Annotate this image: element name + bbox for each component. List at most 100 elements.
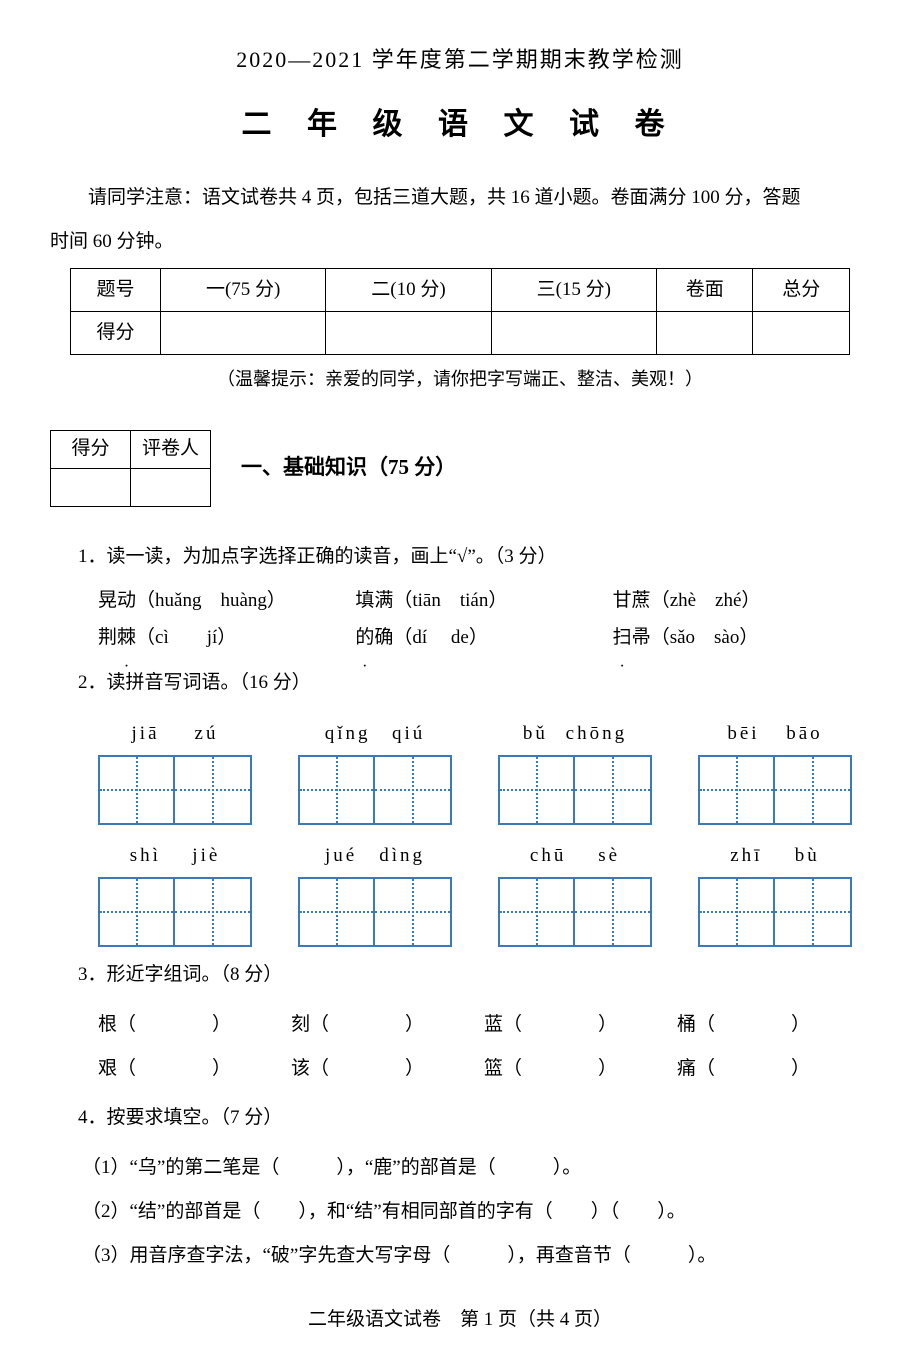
tianzi-cell[interactable] <box>698 877 775 947</box>
tianzi-cell[interactable] <box>375 877 452 947</box>
tianzi-cell[interactable] <box>298 755 375 825</box>
scorer-blank-cell[interactable] <box>51 468 131 506</box>
tianzi-cell[interactable] <box>775 755 852 825</box>
pinyin-label: juédìng <box>298 839 452 873</box>
q1-item: 荆棘（cì jí） <box>98 621 355 655</box>
q3-item[interactable]: 桶（ ） <box>677 1003 870 1047</box>
q1-pinyin-options[interactable]: （huǎng huàng） <box>136 590 286 611</box>
pinyin-label: zhībù <box>698 839 852 873</box>
tianzi-cell[interactable] <box>575 877 652 947</box>
section-scorer-row: 得分 评卷人 一、基础知识（75 分） <box>50 430 870 507</box>
question-3-stem: 3．形近字组词。（8 分） <box>78 955 870 995</box>
tianzi-cell[interactable] <box>98 877 175 947</box>
score-header-cell: 题号 <box>71 268 161 311</box>
q3-row-1: 根（ ） 刻（ ） 蓝（ ） 桶（ ） <box>98 1003 870 1047</box>
q1-item: 的确（dí de） <box>355 621 612 655</box>
q1-pinyin-options[interactable]: （tiān tián） <box>393 590 507 611</box>
scorer-header-cell: 评卷人 <box>131 430 211 468</box>
tianzi-cell[interactable] <box>698 755 775 825</box>
tianzi-cell[interactable] <box>498 877 575 947</box>
tianzi-pair[interactable] <box>698 755 852 825</box>
header-subtitle: 2020—2021 学年度第二学期期末教学检测 <box>50 40 870 80</box>
score-row-label: 得分 <box>71 311 161 354</box>
score-header-cell: 总分 <box>753 268 850 311</box>
q1-dot-char: 棘 <box>117 621 136 655</box>
section-1-title: 一、基础知识（75 分） <box>241 449 456 487</box>
q3-item[interactable]: 篮（ ） <box>484 1047 677 1091</box>
q1-char: 荆 <box>98 627 117 648</box>
q2-pinyin-row: shìjiè juédìng chūsè zhībù <box>98 839 870 873</box>
q3-item[interactable]: 艰（ ） <box>98 1047 291 1091</box>
q1-item: 晃动（huǎng huàng） <box>98 584 355 618</box>
score-header-cell: 卷面 <box>656 268 752 311</box>
q1-pinyin-options[interactable]: （dí de） <box>393 627 487 648</box>
q2-pinyin-row: jiāzú qǐngqiú bǔchōng bēibāo <box>98 717 870 751</box>
q2-tianzi-row <box>98 877 870 947</box>
hint-text: （温馨提示：亲爱的同学，请你把字写端正、整洁、美观！） <box>50 363 870 395</box>
scorer-table: 得分 评卷人 <box>50 430 211 507</box>
scorer-header-cell: 得分 <box>51 430 131 468</box>
q4-item-3[interactable]: （3）用音序查字法，“破”字先查大写字母（ ），再查音节（ ）。 <box>82 1234 870 1278</box>
pinyin-label: shìjiè <box>98 839 252 873</box>
score-blank-cell[interactable] <box>753 311 850 354</box>
tianzi-cell[interactable] <box>375 755 452 825</box>
scorer-blank-cell[interactable] <box>131 468 211 506</box>
q1-char: 填 <box>355 590 374 611</box>
q1-pinyin-options[interactable]: （cì jí） <box>136 627 236 648</box>
q4-item-1[interactable]: （1）“乌”的第二笔是（ ），“鹿”的部首是（ ）。 <box>82 1146 870 1190</box>
q1-pinyin-options[interactable]: （zhè zhé） <box>651 590 761 611</box>
q3-item[interactable]: 痛（ ） <box>677 1047 870 1091</box>
score-blank-cell[interactable] <box>161 311 326 354</box>
tianzi-cell[interactable] <box>498 755 575 825</box>
tianzi-cell[interactable] <box>175 877 252 947</box>
question-2-stem: 2．读拼音写词语。（16 分） <box>78 663 870 703</box>
q1-dot-char: 动 <box>117 584 136 618</box>
q1-dot-char: 满 <box>374 584 393 618</box>
instruction-block: 请同学注意：语文试卷共 4 页，包括三道大题，共 16 道小题。卷面满分 100… <box>50 180 870 260</box>
score-header-cell: 二(10 分) <box>326 268 491 311</box>
q1-dot-char: 的 <box>355 621 374 655</box>
tianzi-pair[interactable] <box>298 755 452 825</box>
score-summary-table: 题号 一(75 分) 二(10 分) 三(15 分) 卷面 总分 得分 <box>70 268 850 355</box>
q1-char: 晃 <box>98 590 117 611</box>
tianzi-cell[interactable] <box>98 755 175 825</box>
table-row <box>51 468 211 506</box>
score-header-cell: 三(15 分) <box>491 268 656 311</box>
q3-item[interactable]: 根（ ） <box>98 1003 291 1047</box>
q1-char: 甘 <box>613 590 632 611</box>
tianzi-pair[interactable] <box>98 877 252 947</box>
question-1-stem: 1．读一读，为加点字选择正确的读音，画上“√”。（3 分） <box>78 537 870 577</box>
tianzi-cell[interactable] <box>175 755 252 825</box>
pinyin-label: bǔchōng <box>498 717 652 751</box>
tianzi-cell[interactable] <box>775 877 852 947</box>
instruction-line-1: 请同学注意：语文试卷共 4 页，包括三道大题，共 16 道小题。卷面满分 100… <box>50 180 870 216</box>
table-row: 题号 一(75 分) 二(10 分) 三(15 分) 卷面 总分 <box>71 268 850 311</box>
q1-dot-char: 蔗 <box>632 584 651 618</box>
tianzi-pair[interactable] <box>298 877 452 947</box>
q1-dot-char: 扫 <box>613 621 632 655</box>
tianzi-cell[interactable] <box>298 877 375 947</box>
q1-pinyin-options[interactable]: （sǎo sào） <box>651 627 759 648</box>
q3-item[interactable]: 该（ ） <box>291 1047 484 1091</box>
score-header-cell: 一(75 分) <box>161 268 326 311</box>
pinyin-label: bēibāo <box>698 717 852 751</box>
score-blank-cell[interactable] <box>656 311 752 354</box>
q4-item-2[interactable]: （2）“结”的部首是（ ），和“结”有相同部首的字有（ ）（ ）。 <box>82 1190 870 1234</box>
table-row: 得分 评卷人 <box>51 430 211 468</box>
pinyin-label: chūsè <box>498 839 652 873</box>
q3-item[interactable]: 刻（ ） <box>291 1003 484 1047</box>
tianzi-pair[interactable] <box>98 755 252 825</box>
tianzi-cell[interactable] <box>575 755 652 825</box>
page-title: 二 年 级 语 文 试 卷 <box>50 98 870 152</box>
tianzi-pair[interactable] <box>698 877 852 947</box>
score-blank-cell[interactable] <box>491 311 656 354</box>
q3-item[interactable]: 蓝（ ） <box>484 1003 677 1047</box>
tianzi-pair[interactable] <box>498 755 652 825</box>
q1-row-2: 荆棘（cì jí） 的确（dí de） 扫帚（sǎo sào） <box>98 621 870 655</box>
tianzi-pair[interactable] <box>498 877 652 947</box>
q2-grid: jiāzú qǐngqiú bǔchōng bēibāo shìjiè juéd… <box>98 717 870 947</box>
instruction-line-2: 时间 60 分钟。 <box>50 224 870 260</box>
score-blank-cell[interactable] <box>326 311 491 354</box>
q2-tianzi-row <box>98 755 870 825</box>
question-4-stem: 4．按要求填空。（7 分） <box>78 1098 870 1138</box>
